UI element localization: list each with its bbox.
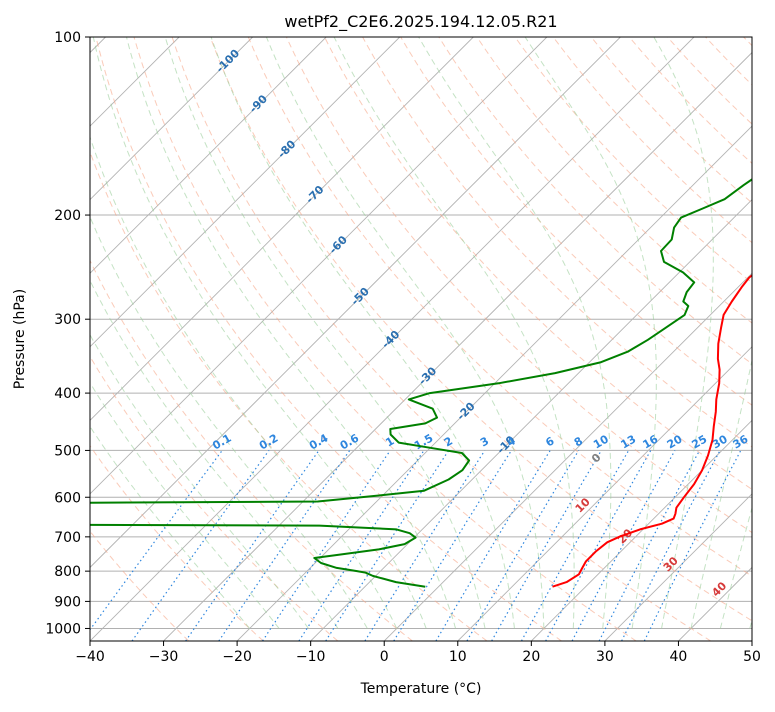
y-tick-label: 800 <box>54 564 81 580</box>
y-tick-label: 1000 <box>45 621 81 637</box>
y-axis-label: Pressure (hPa) <box>12 289 28 389</box>
x-tick-label: 30 <box>596 649 614 665</box>
y-tick-label: 500 <box>54 443 81 459</box>
x-tick-label: −40 <box>75 649 105 665</box>
y-tick-label: 400 <box>54 386 81 402</box>
x-tick-label: 40 <box>670 649 688 665</box>
chart-title: wetPf2_C2E6.2025.194.12.05.R21 <box>284 12 557 32</box>
y-tick-label: 900 <box>54 594 81 610</box>
y-tick-label: 200 <box>54 208 81 224</box>
x-tick-label: −10 <box>296 649 326 665</box>
x-tick-label: 10 <box>449 649 467 665</box>
y-tick-label: 100 <box>54 30 81 46</box>
x-tick-label: −30 <box>149 649 179 665</box>
y-tick-label: 700 <box>54 530 81 546</box>
x-tick-label: 20 <box>522 649 540 665</box>
x-tick-label: 50 <box>743 649 761 665</box>
x-tick-label: 0 <box>380 649 389 665</box>
x-axis-label: Temperature (°C) <box>360 681 482 697</box>
x-tick-label: −20 <box>222 649 252 665</box>
y-tick-label: 600 <box>54 490 81 506</box>
y-tick-label: 300 <box>54 312 81 328</box>
